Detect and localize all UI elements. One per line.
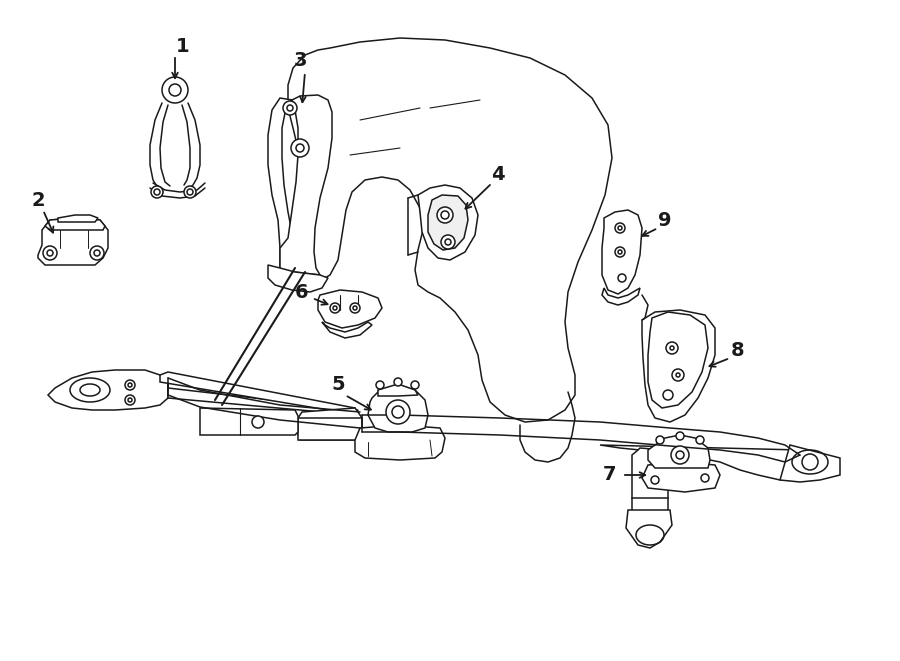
Circle shape — [90, 246, 104, 260]
Circle shape — [802, 454, 818, 470]
Circle shape — [676, 373, 680, 377]
Polygon shape — [268, 98, 296, 275]
Text: 1: 1 — [176, 38, 190, 56]
Circle shape — [618, 250, 622, 254]
Text: 9: 9 — [658, 210, 671, 229]
Circle shape — [392, 406, 404, 418]
Polygon shape — [626, 510, 672, 548]
Polygon shape — [418, 185, 478, 260]
Polygon shape — [38, 218, 108, 265]
Circle shape — [151, 186, 163, 198]
Circle shape — [252, 416, 264, 428]
Circle shape — [128, 383, 132, 387]
Circle shape — [676, 432, 684, 440]
Circle shape — [651, 476, 659, 484]
Circle shape — [441, 235, 455, 249]
Text: 5: 5 — [331, 375, 345, 395]
Polygon shape — [428, 195, 468, 250]
Polygon shape — [600, 445, 830, 480]
Circle shape — [333, 306, 337, 310]
Polygon shape — [298, 408, 362, 440]
Polygon shape — [602, 288, 640, 305]
Polygon shape — [280, 95, 332, 275]
Circle shape — [663, 390, 673, 400]
Polygon shape — [268, 265, 328, 292]
Circle shape — [441, 211, 449, 219]
Circle shape — [350, 303, 360, 313]
Circle shape — [676, 451, 684, 459]
Circle shape — [184, 186, 196, 198]
Polygon shape — [45, 218, 105, 230]
Text: 8: 8 — [731, 340, 745, 360]
Polygon shape — [288, 38, 612, 422]
Polygon shape — [642, 310, 715, 422]
Circle shape — [618, 226, 622, 230]
Circle shape — [394, 378, 402, 386]
Circle shape — [43, 246, 57, 260]
Polygon shape — [368, 385, 428, 432]
Circle shape — [291, 139, 309, 157]
Circle shape — [94, 250, 100, 256]
Polygon shape — [48, 370, 168, 410]
Polygon shape — [602, 210, 642, 294]
Polygon shape — [322, 322, 372, 338]
Text: 6: 6 — [295, 282, 309, 301]
Text: 2: 2 — [32, 190, 45, 210]
Circle shape — [296, 144, 304, 152]
Circle shape — [671, 446, 689, 464]
Circle shape — [353, 306, 357, 310]
Polygon shape — [642, 462, 720, 492]
Text: 7: 7 — [603, 465, 616, 485]
Circle shape — [618, 274, 626, 282]
Polygon shape — [200, 408, 298, 435]
Circle shape — [154, 189, 160, 195]
Polygon shape — [160, 372, 358, 415]
Polygon shape — [58, 215, 98, 222]
Circle shape — [615, 223, 625, 233]
Circle shape — [701, 474, 709, 482]
Circle shape — [330, 303, 340, 313]
Polygon shape — [632, 448, 668, 512]
Polygon shape — [378, 384, 418, 396]
Circle shape — [411, 381, 419, 389]
Circle shape — [615, 247, 625, 257]
Polygon shape — [298, 418, 362, 440]
Circle shape — [169, 84, 181, 96]
Polygon shape — [632, 498, 668, 522]
Circle shape — [376, 381, 384, 389]
Circle shape — [287, 105, 293, 111]
Circle shape — [656, 436, 664, 444]
Circle shape — [696, 436, 704, 444]
Circle shape — [162, 77, 188, 103]
Polygon shape — [168, 382, 358, 415]
Polygon shape — [648, 435, 710, 468]
Circle shape — [125, 395, 135, 405]
Circle shape — [666, 342, 678, 354]
Polygon shape — [355, 425, 445, 460]
Polygon shape — [648, 312, 708, 408]
Circle shape — [187, 189, 193, 195]
Circle shape — [283, 101, 297, 115]
Polygon shape — [318, 290, 382, 328]
Circle shape — [47, 250, 53, 256]
Circle shape — [128, 398, 132, 402]
Circle shape — [670, 346, 674, 350]
Circle shape — [437, 207, 453, 223]
Circle shape — [386, 400, 410, 424]
Text: 3: 3 — [293, 50, 307, 69]
Text: 4: 4 — [491, 165, 505, 184]
Circle shape — [672, 369, 684, 381]
Polygon shape — [780, 445, 840, 482]
Circle shape — [445, 239, 451, 245]
Circle shape — [125, 380, 135, 390]
